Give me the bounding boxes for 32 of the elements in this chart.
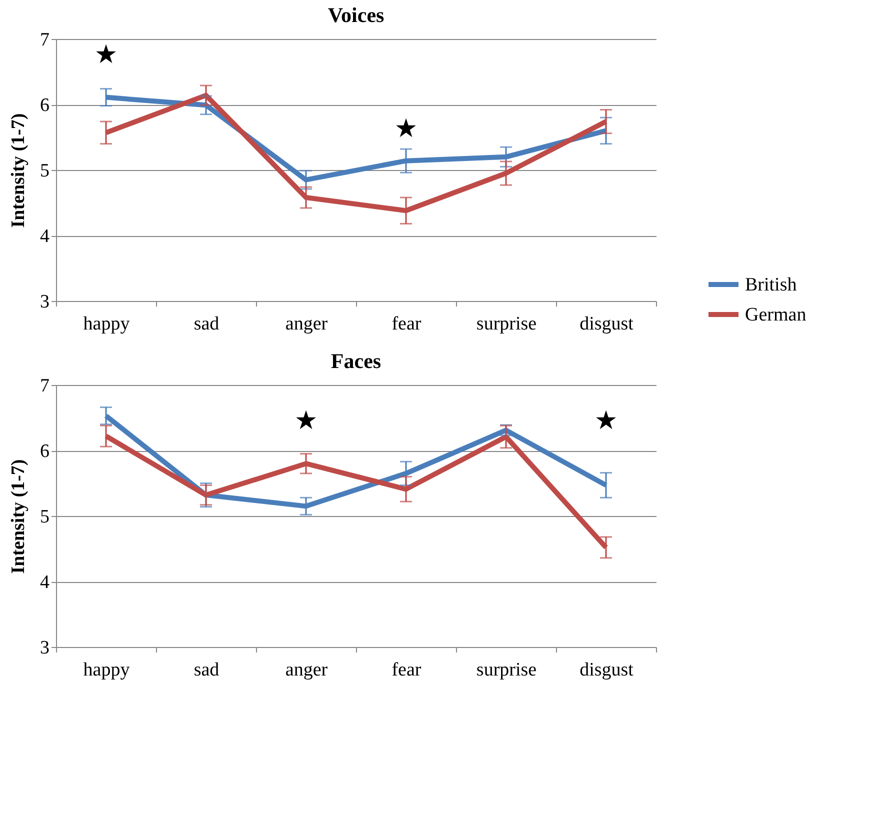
y-tick-label: 3 bbox=[40, 638, 50, 658]
x-tick-label: surprise bbox=[476, 314, 537, 334]
x-tick-label: disgust bbox=[580, 314, 634, 334]
y-tick-label: 5 bbox=[40, 506, 50, 528]
y-axis-title: Intensity (1-7) bbox=[8, 459, 29, 574]
x-tick-label: fear bbox=[392, 660, 422, 680]
x-tick-label: happy bbox=[83, 314, 130, 334]
annotation: ★ bbox=[594, 406, 618, 436]
y-tick-label: 3 bbox=[40, 292, 50, 312]
annotation: ★ bbox=[394, 114, 418, 144]
y-tick-label: 7 bbox=[40, 30, 50, 50]
x-tick-label: fear bbox=[392, 314, 422, 334]
x-tick-label: anger bbox=[285, 314, 328, 334]
annotation: ★ bbox=[294, 406, 318, 436]
y-tick-label: 4 bbox=[40, 572, 50, 593]
y-axis-title: Intensity (1-7) bbox=[8, 113, 29, 228]
legend-label: German bbox=[745, 304, 807, 326]
annotation: ★ bbox=[94, 40, 118, 70]
x-tick-label: happy bbox=[83, 660, 130, 680]
x-tick-label: disgust bbox=[580, 660, 634, 680]
x-tick-label: sad bbox=[194, 660, 220, 680]
y-tick-label: 4 bbox=[40, 226, 50, 247]
y-tick-label: 6 bbox=[40, 95, 50, 116]
x-tick-label: sad bbox=[194, 314, 220, 334]
y-tick-label: 5 bbox=[40, 160, 50, 182]
y-tick-label: 7 bbox=[40, 376, 50, 396]
x-tick-label: surprise bbox=[476, 660, 537, 680]
x-tick-label: anger bbox=[285, 660, 328, 680]
chart-title: Voices bbox=[328, 3, 384, 27]
legend-label: British bbox=[745, 274, 798, 296]
y-tick-label: 6 bbox=[40, 441, 50, 462]
chart-title: Faces bbox=[330, 349, 382, 373]
